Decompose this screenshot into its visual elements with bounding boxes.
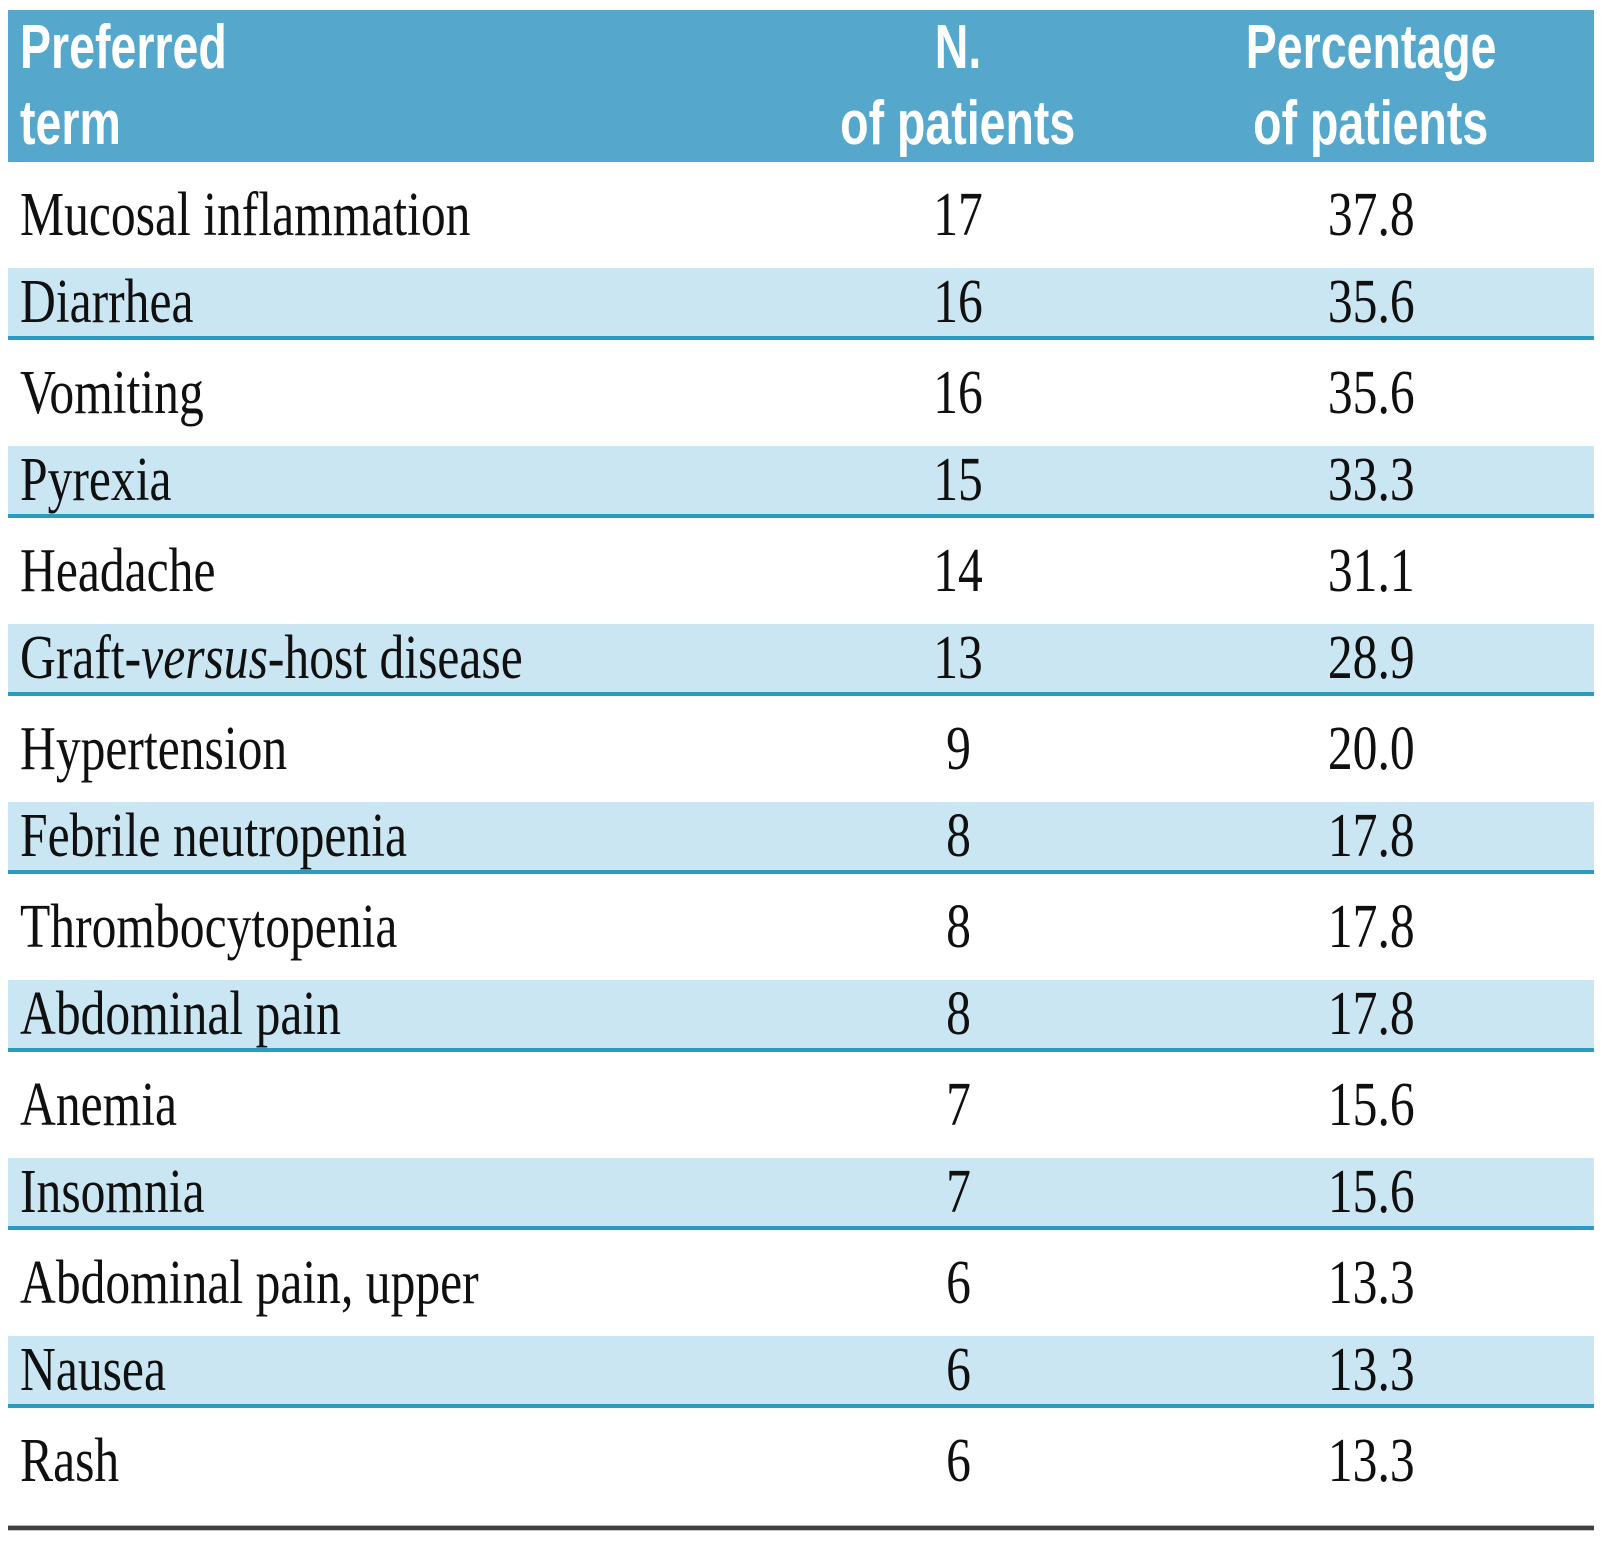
percentage-cell: 13.3 — [1327, 1336, 1415, 1404]
percentage-cell: 35.6 — [1327, 359, 1415, 427]
bottom-rule — [8, 1526, 1594, 1530]
table-row: Abdominal pain 8 17.8 — [8, 980, 1594, 1052]
n-of-patients-cell: 16 — [933, 268, 983, 336]
percentage-cell: 17.8 — [1327, 980, 1415, 1048]
percentage-cell: 31.1 — [1327, 537, 1415, 605]
table-row: Febrile neutropenia 8 17.8 — [8, 802, 1594, 874]
preferred-term-cell: Diarrhea — [20, 268, 194, 336]
n-of-patients-cell: 7 — [945, 1158, 971, 1226]
n-of-patients-cell: 8 — [945, 802, 971, 870]
preferred-term-cell: Rash — [20, 1427, 120, 1495]
table-row: Insomnia 7 15.6 — [8, 1158, 1594, 1230]
n-of-patients-cell: 14 — [933, 537, 983, 605]
percentage-cell: 13.3 — [1327, 1427, 1415, 1495]
table-row: Pyrexia 15 33.3 — [8, 446, 1594, 518]
header-n-line1: N. — [934, 13, 982, 82]
percentage-cell: 17.8 — [1327, 802, 1415, 870]
table-row: Abdominal pain, upper 6 13.3 — [8, 1230, 1594, 1336]
preferred-term-cell: Nausea — [20, 1336, 166, 1404]
n-of-patients-cell: 9 — [945, 715, 971, 783]
table-row: Mucosal inflammation 17 37.8 — [8, 162, 1594, 268]
preferred-term-cell: Thrombocytopenia — [20, 893, 398, 961]
table-header-row: Preferred term N. of patients Percentage… — [8, 10, 1594, 162]
preferred-term-cell: Pyrexia — [20, 446, 172, 514]
table-row: Diarrhea 16 35.6 — [8, 268, 1594, 340]
percentage-cell: 17.8 — [1327, 893, 1415, 961]
header-preferred-term-line2: term — [20, 89, 121, 158]
n-of-patients-cell: 7 — [945, 1071, 971, 1139]
n-of-patients-cell: 6 — [945, 1427, 971, 1495]
header-preferred-term-line1: Preferred — [20, 13, 227, 82]
percentage-cell: 37.8 — [1327, 181, 1415, 249]
n-of-patients-cell: 8 — [945, 980, 971, 1048]
table-body: Mucosal inflammation 17 37.8 Diarrhea 16 — [8, 162, 1594, 1514]
table: Preferred term N. of patients Percentage… — [8, 10, 1594, 1530]
percentage-cell: 13.3 — [1327, 1249, 1415, 1317]
header-percentage-of-patients: Percentage of patients — [1148, 10, 1594, 162]
n-of-patients-cell: 17 — [933, 181, 983, 249]
preferred-term-cell: Mucosal inflammation — [20, 181, 471, 249]
preferred-term-cell: Anemia — [20, 1071, 178, 1139]
percentage-cell: 15.6 — [1327, 1071, 1415, 1139]
table-row: Headache 14 31.1 — [8, 518, 1594, 624]
preferred-term-cell: Abdominal pain — [20, 980, 341, 1048]
header-preferred-term: Preferred term — [8, 10, 768, 162]
preferred-term-cell: Hypertension — [20, 715, 288, 783]
table-row: Graft-versus-host disease 13 28.9 — [8, 624, 1594, 696]
n-of-patients-cell: 6 — [945, 1336, 971, 1404]
header-pct-line2: of patients — [1253, 89, 1489, 158]
n-of-patients-cell: 15 — [933, 446, 983, 514]
preferred-term-cell: Headache — [20, 537, 216, 605]
table-row: Thrombocytopenia 8 17.8 — [8, 874, 1594, 980]
header-n-line2: of patients — [840, 89, 1076, 158]
preferred-term-cell: Graft-versus-host disease — [20, 624, 523, 692]
n-of-patients-cell: 16 — [933, 359, 983, 427]
header-n-of-patients: N. of patients — [768, 10, 1148, 162]
preferred-term-cell: Insomnia — [20, 1158, 205, 1226]
preferred-term-cell: Abdominal pain, upper — [20, 1249, 479, 1317]
percentage-cell: 28.9 — [1327, 624, 1415, 692]
table-row: Anemia 7 15.6 — [8, 1052, 1594, 1158]
header-pct-line1: Percentage — [1245, 13, 1497, 82]
n-of-patients-cell: 13 — [933, 624, 983, 692]
table-row: Rash 6 13.3 — [8, 1408, 1594, 1514]
table-row: Nausea 6 13.3 — [8, 1336, 1594, 1408]
percentage-cell: 15.6 — [1327, 1158, 1415, 1226]
n-of-patients-cell: 8 — [945, 893, 971, 961]
percentage-cell: 35.6 — [1327, 268, 1415, 336]
percentage-cell: 33.3 — [1327, 446, 1415, 514]
table-row: Hypertension 9 20.0 — [8, 696, 1594, 802]
table-row: Vomiting 16 35.6 — [8, 340, 1594, 446]
preferred-term-cell: Vomiting — [20, 359, 204, 427]
preferred-term-cell: Febrile neutropenia — [20, 802, 408, 870]
n-of-patients-cell: 6 — [945, 1249, 971, 1317]
percentage-cell: 20.0 — [1327, 715, 1415, 783]
